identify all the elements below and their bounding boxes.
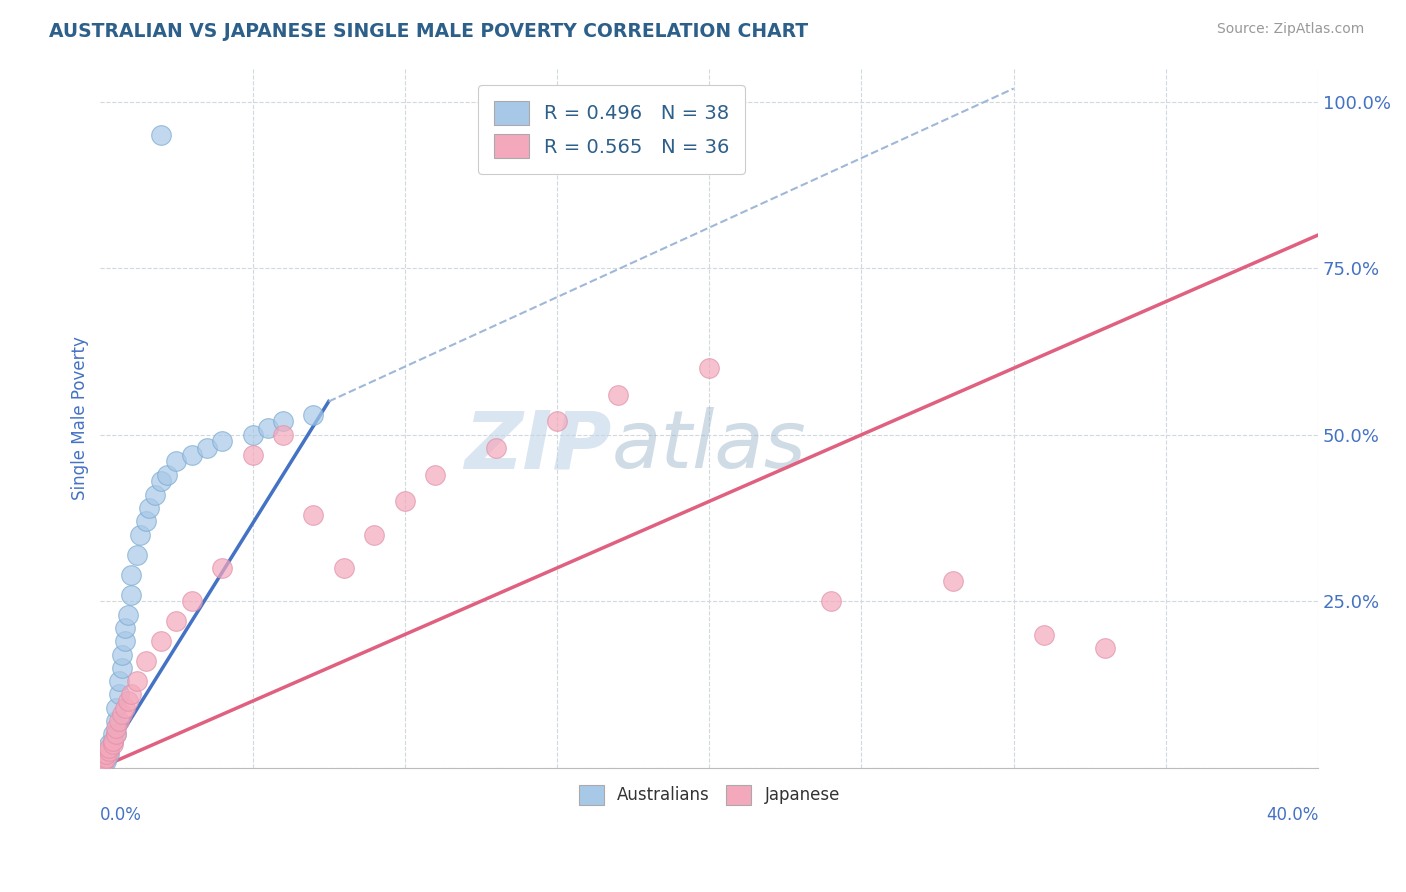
Point (93, 757, 115, 772)
Point (150, 475, 173, 489)
Legend: Australians, Japanese: Australians, Japanese (572, 778, 846, 812)
Point (242, 427, 264, 442)
Point (104, 714, 127, 728)
Point (120, 588, 142, 602)
Point (96, 747, 118, 762)
Point (107, 674, 129, 689)
Y-axis label: Single Male Poverty: Single Male Poverty (72, 336, 89, 500)
Point (546, 414, 568, 428)
Point (125, 548, 148, 562)
Point (104, 727, 127, 741)
Point (104, 721, 127, 735)
Point (242, 448, 264, 462)
Point (180, 594, 202, 608)
Point (425, 467, 447, 482)
Point (256, 421, 278, 435)
Point (1094, 640, 1116, 655)
Point (166, 614, 188, 628)
Point (485, 441, 508, 455)
Point (98, 744, 121, 758)
Point (98, 740, 121, 755)
Point (111, 707, 134, 722)
Point (93, 757, 115, 772)
Point (156, 467, 179, 482)
Point (93, 754, 115, 768)
Point (117, 694, 139, 708)
Point (394, 494, 416, 508)
Point (96, 750, 118, 764)
Point (93, 754, 115, 768)
Point (101, 734, 124, 748)
Point (195, 441, 218, 455)
Point (125, 674, 148, 689)
Point (302, 408, 325, 422)
Text: AUSTRALIAN VS JAPANESE SINGLE MALE POVERTY CORRELATION CHART: AUSTRALIAN VS JAPANESE SINGLE MALE POVER… (49, 22, 808, 41)
Point (98, 740, 121, 755)
Point (180, 448, 202, 462)
Point (96, 750, 118, 764)
Point (114, 700, 136, 714)
Point (101, 738, 124, 752)
Point (942, 574, 965, 589)
Point (697, 361, 720, 376)
Point (98, 747, 121, 762)
Point (166, 454, 188, 468)
Point (150, 128, 173, 142)
Point (820, 594, 842, 608)
Point (143, 488, 166, 502)
Point (271, 414, 294, 428)
Point (271, 427, 294, 442)
Point (96, 754, 118, 768)
Point (150, 634, 173, 648)
Point (135, 514, 157, 528)
Point (111, 661, 134, 675)
Point (1033, 627, 1056, 641)
Point (120, 567, 142, 582)
Point (138, 501, 160, 516)
Text: ZIP: ZIP (464, 407, 612, 485)
Point (98, 738, 121, 752)
Point (104, 700, 127, 714)
Point (606, 388, 628, 402)
Point (129, 527, 152, 541)
Point (107, 688, 129, 702)
Point (135, 654, 157, 668)
Point (120, 688, 142, 702)
Point (302, 508, 325, 522)
Point (96, 747, 118, 762)
Text: Source: ZipAtlas.com: Source: ZipAtlas.com (1216, 22, 1364, 37)
Point (114, 634, 136, 648)
Point (211, 561, 233, 575)
Point (104, 727, 127, 741)
Text: 40.0%: 40.0% (1265, 806, 1319, 824)
Point (211, 434, 233, 449)
Point (101, 727, 124, 741)
Point (114, 621, 136, 635)
Point (101, 734, 124, 748)
Point (107, 714, 129, 728)
Point (333, 561, 356, 575)
Point (363, 527, 385, 541)
Text: atlas: atlas (612, 407, 807, 485)
Point (117, 607, 139, 622)
Text: 0.0%: 0.0% (100, 806, 142, 824)
Point (111, 648, 134, 662)
